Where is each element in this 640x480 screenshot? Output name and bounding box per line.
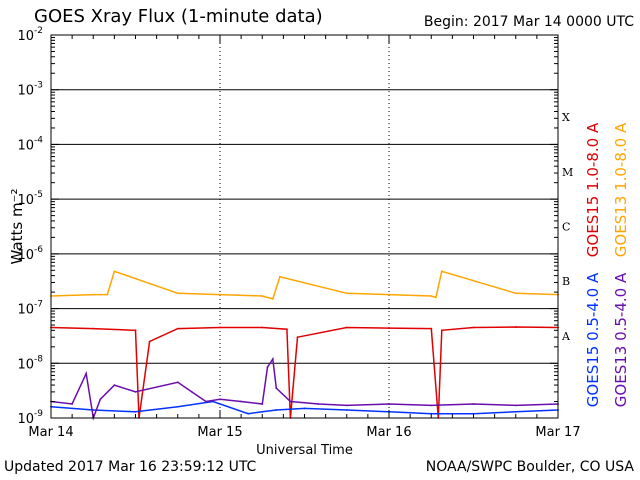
x-axis-label: Universal Time	[256, 443, 353, 458]
data-point	[205, 400, 207, 403]
data-point	[261, 326, 264, 329]
data-point	[271, 298, 274, 300]
flare-class-label: C	[562, 221, 570, 234]
data-point	[148, 340, 151, 343]
data-point	[99, 398, 102, 401]
data-point	[279, 275, 281, 278]
data-point	[176, 381, 179, 384]
data-point	[219, 398, 221, 401]
data-point	[289, 400, 292, 403]
data-point	[134, 329, 137, 332]
data-point	[435, 296, 437, 299]
data-point	[345, 409, 348, 411]
data-point	[514, 404, 517, 407]
data-point	[71, 403, 73, 405]
data-point	[440, 329, 443, 332]
data-point	[240, 400, 243, 403]
data-point	[261, 410, 264, 413]
x-tick-label: Mar 17	[535, 425, 580, 440]
data-point	[261, 295, 264, 297]
flare-class-label: X	[562, 111, 570, 124]
series-line	[50, 356, 559, 421]
data-point	[286, 328, 288, 331]
data-point	[388, 403, 390, 405]
data-point	[275, 409, 278, 411]
x-tick-label: Mar 14	[28, 425, 73, 440]
credit-text: NOAA/SWPC Boulder, CO USA	[425, 459, 634, 475]
data-point	[271, 358, 274, 360]
data-point	[134, 410, 137, 413]
data-point	[472, 403, 475, 405]
legend-entry: GOES15 0.5-4.0 A	[584, 272, 602, 407]
data-point	[134, 391, 137, 393]
data-point	[296, 336, 299, 339]
y-tick-label: 10-7	[17, 300, 43, 318]
plot-frame	[50, 34, 559, 419]
data-point	[430, 327, 433, 330]
legend-entry: GOES13 1.0-8.0 A	[612, 122, 630, 257]
data-point	[176, 327, 179, 330]
data-point	[219, 326, 221, 329]
begin-time: Begin: 2017 Mar 14 0000 UTC	[423, 14, 634, 30]
data-point	[176, 292, 179, 295]
data-point	[261, 403, 264, 405]
data-point	[113, 270, 116, 273]
legend-entry: GOES15 1.0-8.0 A	[584, 122, 602, 257]
legend-entry: GOES13 0.5-4.0 A	[612, 272, 630, 407]
x-tick-label: Mar 16	[366, 425, 411, 440]
data-point	[345, 404, 348, 407]
data-point	[303, 407, 306, 410]
data-point	[92, 327, 95, 330]
y-axis-label: Watts m⁻²	[8, 189, 26, 265]
y-tick-label: 10-4	[17, 135, 43, 153]
y-tick-label: 10-8	[17, 354, 43, 372]
data-point	[388, 327, 390, 329]
data-point	[430, 404, 433, 407]
flare-class-label: A	[561, 330, 571, 343]
flare-class-label: M	[562, 166, 573, 179]
data-point	[345, 292, 348, 295]
data-point	[317, 403, 320, 405]
chart-title: GOES Xray Flux (1-minute data)	[34, 6, 323, 27]
y-tick-label: 10-2	[17, 26, 43, 44]
series-line	[50, 270, 559, 300]
data-point	[440, 270, 443, 273]
x-tick-label: Mar 15	[197, 425, 242, 440]
data-point	[514, 326, 517, 328]
data-point	[388, 293, 390, 296]
data-point	[514, 292, 517, 295]
flare-class-label: B	[562, 275, 570, 288]
data-point	[85, 372, 88, 375]
y-tick-label: 10-3	[17, 81, 43, 99]
data-point	[514, 410, 517, 413]
data-point	[430, 295, 433, 297]
data-point	[106, 293, 109, 296]
data-point	[345, 326, 348, 329]
data-point	[176, 405, 179, 408]
data-point	[275, 387, 278, 390]
data-point	[113, 384, 116, 386]
data-point	[247, 412, 250, 415]
data-point	[219, 293, 221, 296]
data-point	[266, 366, 269, 368]
data-point	[472, 326, 475, 329]
data-point	[190, 391, 193, 393]
updated-time: Updated 2017 Mar 16 23:59:12 UTC	[4, 459, 257, 475]
data-point	[92, 293, 95, 296]
